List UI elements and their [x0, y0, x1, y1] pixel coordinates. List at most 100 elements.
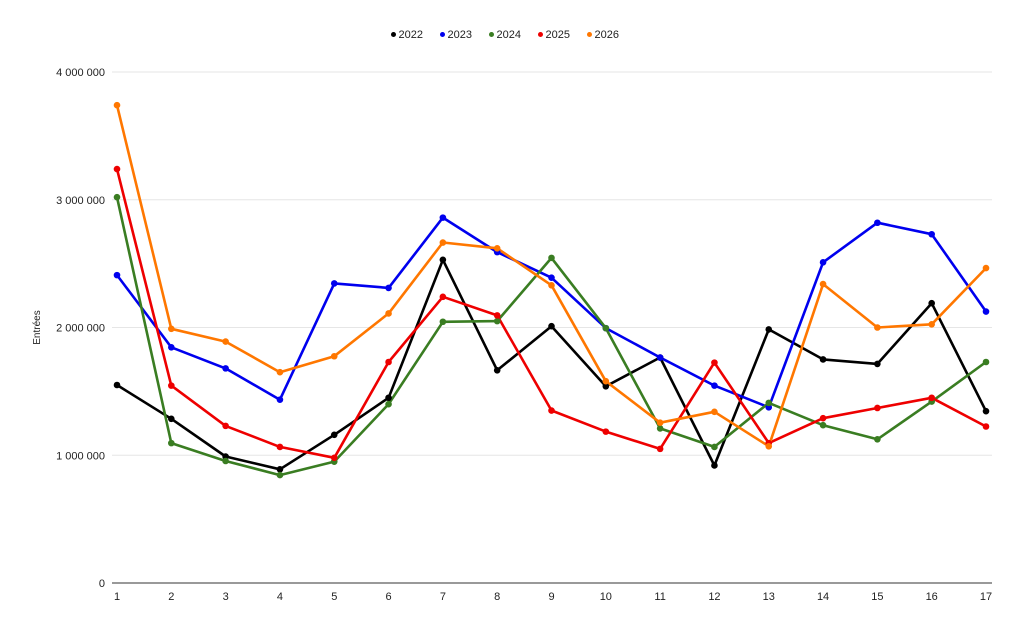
x-tick-label-1: 1 [114, 591, 120, 603]
data-point-2026-6 [385, 310, 392, 317]
data-point-2025-11 [656, 445, 664, 453]
data-point-2026-2 [168, 325, 175, 333]
x-tick-label-10: 10 [600, 591, 612, 603]
data-point-2022-12 [711, 462, 718, 469]
data-point-2026-8 [493, 244, 501, 252]
data-point-2023-7 [439, 214, 447, 221]
data-point-2025-7 [439, 293, 447, 301]
data-point-2026-10 [602, 377, 610, 385]
data-point-2026-3 [222, 338, 229, 345]
data-point-2026-4 [276, 368, 284, 376]
data-point-2024-12 [711, 443, 718, 451]
data-point-2022-2 [168, 415, 175, 423]
x-tick-label-4: 4 [277, 591, 283, 603]
series-line-2025 [115, 167, 988, 460]
data-point-2022-5 [330, 431, 338, 439]
data-point-2025-2 [168, 382, 175, 389]
x-tick-label-12: 12 [708, 591, 720, 603]
data-point-2025-1 [113, 165, 121, 173]
data-point-2024-9 [548, 254, 555, 262]
data-point-2022-15 [874, 360, 881, 368]
data-point-2022-17 [982, 407, 990, 415]
y-tick-label-1: 1 000 000 [56, 450, 105, 462]
legend-marker-2026 [587, 32, 592, 37]
x-tick-label-6: 6 [386, 591, 392, 603]
data-point-2024-10 [602, 324, 610, 332]
data-point-2026-11 [656, 419, 664, 426]
data-point-2026-14 [819, 280, 827, 288]
x-tick-label-13: 13 [763, 591, 775, 603]
data-point-2022-13 [765, 326, 773, 333]
data-point-2025-10 [602, 428, 610, 435]
data-point-2026-17 [982, 264, 990, 272]
data-point-2023-15 [874, 219, 881, 227]
data-point-2025-4 [276, 443, 284, 451]
data-point-2022-6 [385, 394, 392, 402]
data-point-2022-10 [602, 382, 610, 390]
legend-marker-2025 [538, 32, 543, 37]
data-point-2023-14 [819, 259, 827, 266]
data-point-2023-3 [222, 365, 229, 372]
x-tick-label-8: 8 [494, 591, 500, 603]
data-point-2025-9 [548, 407, 555, 414]
legend-marker-2024 [489, 32, 494, 37]
data-point-2026-15 [874, 324, 881, 331]
y-axis-title: Entrées [32, 310, 43, 344]
x-tick-label-16: 16 [926, 591, 938, 603]
data-point-2025-3 [222, 422, 229, 430]
data-point-2023-2 [168, 344, 175, 351]
x-tick-label-14: 14 [817, 591, 829, 603]
data-point-2025-14 [819, 414, 827, 422]
data-point-2023-1 [113, 271, 121, 279]
legend-marker-2022 [391, 32, 396, 37]
x-tick-label-3: 3 [223, 591, 229, 603]
data-point-2022-16 [928, 299, 935, 307]
data-point-2024-8 [493, 317, 501, 325]
data-point-2024-15 [874, 435, 881, 443]
data-point-2025-15 [874, 404, 881, 412]
data-point-2024-13 [765, 399, 773, 407]
data-point-2026-13 [765, 443, 773, 450]
data-point-2024-14 [819, 421, 827, 429]
data-point-2025-5 [330, 454, 338, 462]
legend-label-2022: 2022 [399, 29, 423, 41]
legend-label-2024: 2024 [497, 29, 521, 41]
data-point-2026-9 [548, 282, 555, 289]
data-point-2023-6 [385, 284, 392, 292]
data-point-2025-12 [711, 359, 718, 366]
data-point-2022-14 [819, 356, 827, 363]
legend-marker-2023 [440, 32, 445, 37]
y-tick-label-0: 0 [99, 578, 105, 590]
data-point-2022-4 [276, 466, 284, 473]
data-point-2023-4 [276, 396, 284, 403]
data-point-2024-2 [168, 439, 175, 447]
x-tick-label-2: 2 [168, 591, 174, 603]
data-point-2026-12 [711, 408, 718, 416]
legend-label-2026: 2026 [595, 29, 619, 41]
data-point-2023-9 [548, 274, 555, 281]
x-tick-label-5: 5 [331, 591, 337, 603]
data-point-2023-12 [711, 382, 718, 389]
data-point-2022-9 [548, 322, 555, 330]
data-point-2022-1 [113, 381, 121, 389]
data-point-2026-16 [928, 321, 935, 328]
legend-label-2025: 2025 [546, 29, 570, 41]
data-point-2026-5 [330, 352, 338, 360]
x-tick-label-15: 15 [871, 591, 883, 603]
data-point-2026-7 [439, 239, 447, 246]
data-point-2022-7 [439, 256, 447, 264]
x-tick-label-17: 17 [980, 591, 992, 603]
x-tick-label-7: 7 [440, 591, 446, 603]
legend-label-2023: 2023 [448, 29, 472, 41]
x-tick-label-11: 11 [654, 591, 665, 603]
data-point-2025-8 [493, 312, 501, 319]
data-point-2025-16 [928, 394, 935, 402]
y-tick-label-3: 3 000 000 [56, 195, 105, 207]
data-point-2024-7 [439, 318, 447, 326]
x-tick-label-9: 9 [548, 591, 554, 603]
data-point-2025-6 [385, 358, 392, 366]
data-point-2022-8 [493, 366, 501, 374]
y-tick-label-2: 2 000 000 [56, 323, 105, 335]
